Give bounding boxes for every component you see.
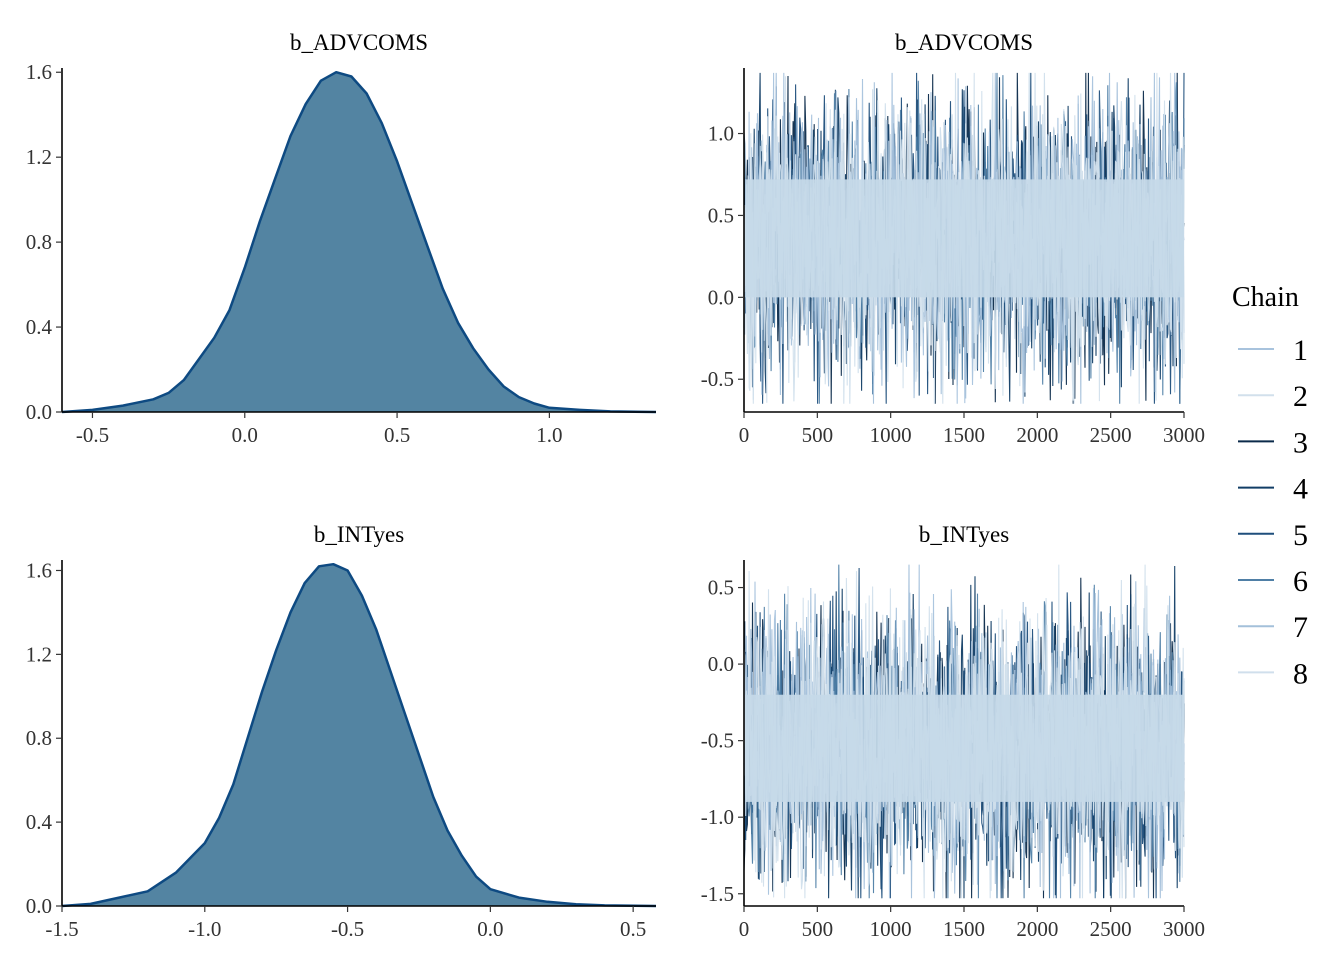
legend-label-chain-7: 7 xyxy=(1293,611,1308,644)
x-tick-label: 1000 xyxy=(870,917,912,941)
y-tick-label: 0.0 xyxy=(26,400,52,424)
x-tick-label: 500 xyxy=(802,423,834,447)
panel-title: b_INTyes xyxy=(919,522,1009,547)
x-tick-label: -1.5 xyxy=(45,917,78,941)
x-tick-label: 0.5 xyxy=(384,423,410,447)
legend-label-chain-5: 5 xyxy=(1293,519,1308,552)
legend: Chain 1 2 3 4 5 6 7 8 xyxy=(1232,282,1308,690)
trace-panel-intyes: b_INTyes -1.5 -1.0 -0.5 0.0 0.5 0 500 1000 1500 20… xyxy=(701,522,1205,941)
density-area xyxy=(62,72,656,412)
y-tick-label: 0.8 xyxy=(26,230,52,254)
legend-label-chain-4: 4 xyxy=(1293,473,1308,506)
y-tick-label: 0.8 xyxy=(26,726,52,750)
y-tick-label: -0.5 xyxy=(701,729,734,753)
x-tick-label: 2500 xyxy=(1090,917,1132,941)
x-tick-label: 3000 xyxy=(1163,917,1205,941)
y-tick-label: 0.5 xyxy=(708,576,734,600)
x-tick-label: 0.5 xyxy=(620,917,646,941)
panel-title: b_ADVCOMS xyxy=(895,30,1033,55)
trace-band xyxy=(745,694,1184,802)
x-tick-label: 1.0 xyxy=(536,423,562,447)
legend-label-chain-1: 1 xyxy=(1293,334,1308,367)
panel-title: b_INTyes xyxy=(314,522,404,547)
legend-label-chain-2: 2 xyxy=(1293,380,1308,413)
trace-band xyxy=(745,179,1184,298)
y-tick-label: 1.6 xyxy=(26,558,52,582)
density-panel-intyes: b_INTyes 0.0 0.4 0.8 1.2 1.6 -1.5 -1.0 -0.5 0.0 0.… xyxy=(26,522,657,941)
x-tick-label: 0.0 xyxy=(232,423,258,447)
panel-title: b_ADVCOMS xyxy=(290,30,428,55)
y-tick-label: -1.5 xyxy=(701,882,734,906)
density-panel-advcoms: b_ADVCOMS 0.0 0.4 0.8 1.2 1.6 -0.5 0.0 0.5 1.0 xyxy=(26,30,657,447)
density-line xyxy=(61,562,657,908)
x-tick-label: 3000 xyxy=(1163,423,1205,447)
y-tick-label: 1.0 xyxy=(708,122,734,146)
x-tick-label: -0.5 xyxy=(331,917,364,941)
x-tick-label: 2000 xyxy=(1016,423,1058,447)
density-area xyxy=(62,564,656,906)
y-tick-label: 0.5 xyxy=(708,203,734,227)
x-tick-label: -0.5 xyxy=(76,423,109,447)
x-tick-label: 500 xyxy=(802,917,834,941)
legend-label-chain-3: 3 xyxy=(1293,426,1308,459)
y-tick-label: 1.2 xyxy=(26,145,52,169)
y-tick-label: -0.5 xyxy=(701,367,734,391)
x-tick-label: 2000 xyxy=(1016,917,1058,941)
x-tick-label: 2500 xyxy=(1090,423,1132,447)
y-tick-label: 0.0 xyxy=(708,652,734,676)
y-tick-label: 1.2 xyxy=(26,642,52,666)
legend-label-chain-6: 6 xyxy=(1293,565,1308,598)
x-tick-label: 1000 xyxy=(870,423,912,447)
y-tick-label: 1.6 xyxy=(26,60,52,84)
legend-label-chain-8: 8 xyxy=(1293,657,1308,690)
x-tick-label: 0 xyxy=(739,423,750,447)
density-line xyxy=(61,70,657,414)
x-tick-label: 1500 xyxy=(943,917,985,941)
y-tick-label: 0.4 xyxy=(26,315,53,339)
x-tick-label: -1.0 xyxy=(188,917,221,941)
x-tick-label: 1500 xyxy=(943,423,985,447)
y-tick-label: -1.0 xyxy=(701,805,734,829)
x-tick-label: 0.0 xyxy=(477,917,503,941)
y-tick-label: 0.4 xyxy=(26,810,53,834)
y-tick-label: 0.0 xyxy=(708,285,734,309)
y-tick-label: 0.0 xyxy=(26,894,52,918)
x-tick-label: 0 xyxy=(739,917,750,941)
trace-panel-advcoms: b_ADVCOMS -0.5 0.0 0.5 1.0 0 500 1000 1500 2000 25… xyxy=(701,30,1205,447)
legend-title: Chain xyxy=(1232,282,1299,313)
